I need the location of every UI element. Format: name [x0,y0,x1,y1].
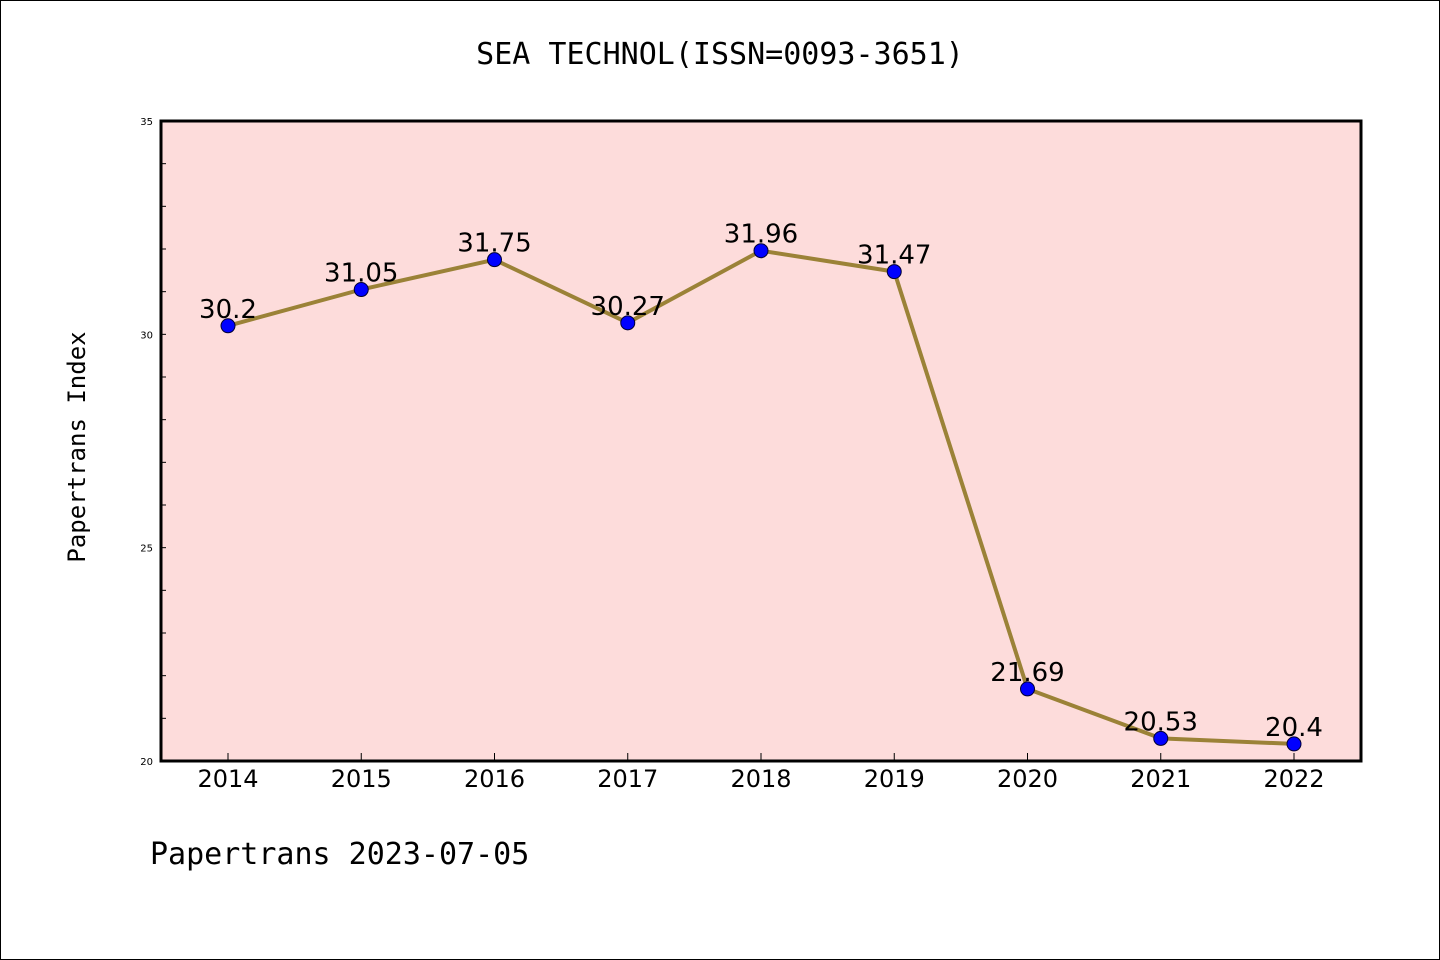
y-tick-label: 20 [140,757,153,768]
footer-text: Papertrans 2023-07-05 [150,837,529,872]
plot-area [161,121,1361,761]
y-tick-label: 30 [140,330,153,341]
x-tick-label: 2017 [597,765,658,793]
data-label: 31.96 [724,220,798,250]
x-tick-label: 2014 [197,765,258,793]
x-tick-label: 2016 [464,765,525,793]
data-label: 30.27 [591,292,665,322]
data-label: 31.47 [857,241,931,271]
y-tick-label: 25 [140,544,153,555]
x-tick-label: 2018 [730,765,791,793]
data-label: 21.69 [990,658,1064,688]
data-label: 20.53 [1124,707,1198,737]
data-label: 31.05 [324,259,398,289]
x-tick-label: 2021 [1130,765,1191,793]
x-tick-label: 2019 [864,765,925,793]
x-tick-label: 2015 [331,765,392,793]
data-label: 30.2 [199,295,257,325]
chart-frame: SEA TECHNOL(ISSN=0093-3651) Papertrans I… [0,0,1440,960]
x-tick-label: 2020 [997,765,1058,793]
x-tick-label: 2022 [1263,765,1324,793]
data-label: 20.4 [1265,713,1323,743]
line-chart: 20 25 30 35 2014 2015 2016 2017 2018 2019 2020 2021… [1,1,1439,959]
data-label: 31.75 [457,229,531,259]
y-tick-label: 35 [140,117,153,128]
